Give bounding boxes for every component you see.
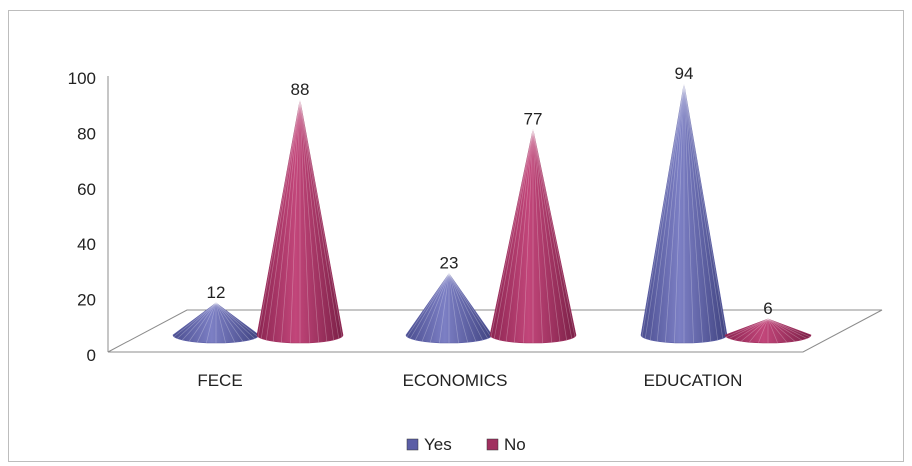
cone-yes-economics <box>405 273 493 344</box>
legend-label-no: No <box>504 435 526 454</box>
legend-label-yes: Yes <box>424 435 452 454</box>
y-tick-label: 40 <box>77 235 96 254</box>
legend: Yes No <box>406 435 526 454</box>
data-label: 23 <box>440 254 459 273</box>
category-labels: FECE ECONOMICS EDUCATION <box>197 371 742 390</box>
data-label: 94 <box>675 64 694 83</box>
data-label: 6 <box>763 299 772 318</box>
legend-swatch-no <box>486 438 499 451</box>
cone-no-fece <box>256 99 344 344</box>
y-axis-ticks: 0 20 40 60 80 100 <box>68 69 96 365</box>
cone-yes-fece <box>172 302 260 344</box>
legend-swatch-yes <box>406 438 419 451</box>
cone-no-education <box>724 318 812 344</box>
cone-series <box>172 83 812 344</box>
data-label: 88 <box>291 80 310 99</box>
y-tick-label: 20 <box>77 291 96 310</box>
y-tick-label: 80 <box>77 124 96 143</box>
data-labels: 12 88 23 77 94 6 <box>207 64 773 318</box>
cone-yes-education <box>640 83 728 344</box>
category-label: FECE <box>197 371 242 390</box>
data-label: 77 <box>524 109 543 128</box>
category-label: ECONOMICS <box>403 371 508 390</box>
y-tick-label: 60 <box>77 180 96 199</box>
y-tick-label: 0 <box>87 346 96 365</box>
category-label: EDUCATION <box>644 371 743 390</box>
data-label: 12 <box>207 283 226 302</box>
y-tick-label: 100 <box>68 69 96 88</box>
cone-no-economics <box>489 129 577 344</box>
chart-frame <box>8 10 904 462</box>
